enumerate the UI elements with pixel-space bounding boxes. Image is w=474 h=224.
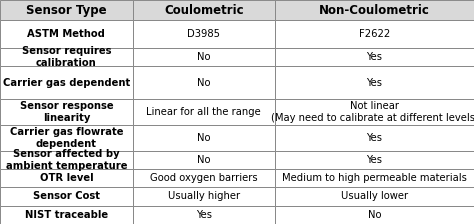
Text: No: No: [368, 210, 381, 220]
Text: Not linear
(May need to calibrate at different levels): Not linear (May need to calibrate at dif…: [271, 101, 474, 123]
Text: No: No: [197, 52, 210, 62]
Text: Sensor requires
calibration: Sensor requires calibration: [22, 46, 111, 68]
Bar: [275, 0, 474, 20]
Text: NIST traceable: NIST traceable: [25, 210, 108, 220]
Bar: [0, 151, 133, 169]
Bar: [275, 48, 474, 66]
Text: Usually higher: Usually higher: [168, 192, 240, 201]
Bar: [133, 20, 275, 48]
Text: No: No: [197, 133, 210, 143]
Bar: [275, 20, 474, 48]
Bar: [0, 48, 133, 66]
Text: No: No: [197, 155, 210, 165]
Text: Sensor affected by
ambient temperature: Sensor affected by ambient temperature: [6, 149, 127, 171]
Text: Good oxygen barriers: Good oxygen barriers: [150, 173, 258, 183]
Text: Medium to high permeable materials: Medium to high permeable materials: [282, 173, 467, 183]
Text: F2622: F2622: [359, 29, 390, 39]
Bar: [0, 169, 133, 187]
Text: Linear for all the range: Linear for all the range: [146, 107, 261, 117]
Bar: [0, 125, 133, 151]
Bar: [0, 0, 133, 20]
Bar: [275, 99, 474, 125]
Text: ASTM Method: ASTM Method: [27, 29, 105, 39]
Bar: [275, 169, 474, 187]
Text: Sensor response
linearity: Sensor response linearity: [19, 101, 113, 123]
Bar: [133, 0, 275, 20]
Bar: [275, 187, 474, 206]
Bar: [133, 99, 275, 125]
Bar: [0, 187, 133, 206]
Bar: [133, 206, 275, 224]
Text: Yes: Yes: [366, 78, 383, 88]
Text: No: No: [197, 78, 210, 88]
Bar: [133, 48, 275, 66]
Text: Coulometric: Coulometric: [164, 4, 244, 17]
Text: Yes: Yes: [366, 133, 383, 143]
Text: Carrier gas flowrate
dependent: Carrier gas flowrate dependent: [9, 127, 123, 149]
Bar: [133, 187, 275, 206]
Bar: [133, 125, 275, 151]
Text: Sensor Cost: Sensor Cost: [33, 192, 100, 201]
Text: Yes: Yes: [366, 155, 383, 165]
Bar: [0, 20, 133, 48]
Bar: [0, 206, 133, 224]
Bar: [133, 169, 275, 187]
Text: Yes: Yes: [196, 210, 212, 220]
Text: Yes: Yes: [366, 52, 383, 62]
Bar: [133, 151, 275, 169]
Text: Sensor Type: Sensor Type: [26, 4, 107, 17]
Bar: [275, 66, 474, 99]
Bar: [0, 99, 133, 125]
Bar: [0, 66, 133, 99]
Bar: [275, 125, 474, 151]
Bar: [275, 151, 474, 169]
Text: Non-Coulometric: Non-Coulometric: [319, 4, 430, 17]
Bar: [133, 66, 275, 99]
Text: Usually lower: Usually lower: [341, 192, 408, 201]
Bar: [275, 206, 474, 224]
Text: OTR level: OTR level: [39, 173, 93, 183]
Text: Carrier gas dependent: Carrier gas dependent: [3, 78, 130, 88]
Text: D3985: D3985: [187, 29, 220, 39]
